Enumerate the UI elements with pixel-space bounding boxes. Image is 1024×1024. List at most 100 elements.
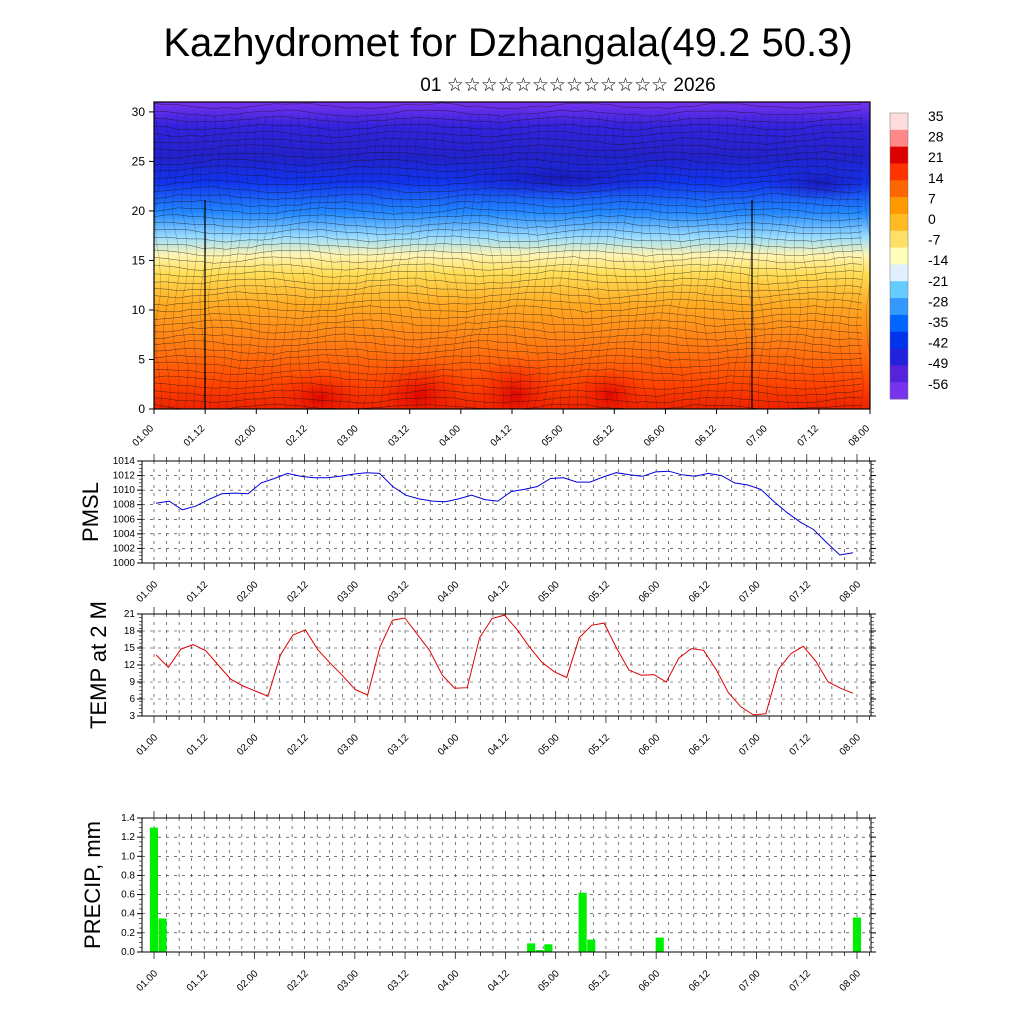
streamline xyxy=(784,114,792,409)
streamline xyxy=(369,114,378,409)
panel-frame xyxy=(141,817,872,953)
streamline xyxy=(154,116,863,124)
colorbar-label: 21 xyxy=(928,149,944,165)
colorbar-label: 35 xyxy=(928,108,944,124)
y-tick-label: 0.4 xyxy=(121,909,135,920)
streamline xyxy=(532,114,540,409)
streamline xyxy=(271,114,279,409)
x-tick-label: 08.00 xyxy=(838,732,864,758)
colorbar-swatch xyxy=(890,382,908,400)
y-tick-label: 9 xyxy=(129,677,135,688)
colorbar-label: 0 xyxy=(928,211,936,227)
x-tick-label: 05.00 xyxy=(540,423,566,449)
x-tick-label: 07.12 xyxy=(787,579,813,605)
y-tick-label: 5 xyxy=(138,352,145,366)
streamline xyxy=(154,284,863,292)
streamline xyxy=(316,114,324,409)
x-tick-label: 01.00 xyxy=(135,968,161,994)
y-tick-label: 1014 xyxy=(113,456,136,467)
streamline xyxy=(505,114,513,409)
colorbar-label: 28 xyxy=(928,129,944,145)
streamline xyxy=(514,114,522,409)
streamline xyxy=(424,114,432,409)
x-tick-label: 08.00 xyxy=(838,968,864,994)
colorbar-label: -28 xyxy=(928,293,948,309)
x-tick-label: 01.12 xyxy=(185,732,211,758)
y-tick-label: 1.4 xyxy=(121,813,135,824)
y-tick-label: 15 xyxy=(124,643,136,654)
x-tick-label: 07.00 xyxy=(737,968,763,994)
streamline xyxy=(181,114,189,409)
y-tick-label: 6 xyxy=(129,694,135,705)
streamline xyxy=(496,114,504,409)
streamline xyxy=(811,114,819,409)
x-tick-label: 05.00 xyxy=(536,968,562,994)
streamline xyxy=(695,114,703,409)
streamline xyxy=(838,114,846,409)
precip-bar xyxy=(527,943,536,952)
y-tick-label: 20 xyxy=(132,204,146,218)
colorbar-swatch xyxy=(890,163,908,181)
colorbar-swatch xyxy=(890,298,908,316)
x-tick-label: 05.00 xyxy=(536,579,562,605)
streamline xyxy=(486,114,495,409)
x-tick-label: 02.00 xyxy=(235,732,261,758)
y-tick-label: 1010 xyxy=(113,485,136,496)
x-tick-label: 04.12 xyxy=(486,968,512,994)
x-tick-label: 06.00 xyxy=(642,423,668,449)
streamline xyxy=(154,109,863,117)
streamline xyxy=(154,277,863,285)
colorbar-swatch xyxy=(890,197,908,215)
colorbar-label: -56 xyxy=(928,376,948,392)
pmsl-panel: 1000 1002 1004 1006 1008 1010 1012 1014 01.00 01.… xyxy=(78,454,876,605)
y-tick-label: 10 xyxy=(132,303,146,317)
streamline xyxy=(262,114,270,409)
y-tick-label: 21 xyxy=(124,609,136,620)
chart-title: Kazhydromet for Dzhangala(49.2 50.3) xyxy=(163,21,852,65)
streamline xyxy=(154,312,863,320)
x-tick-label: 06.12 xyxy=(687,579,713,605)
streamline xyxy=(856,114,864,409)
y-tick-label: 1006 xyxy=(113,514,136,525)
colorbar-swatch xyxy=(890,264,908,282)
x-tick-label: 04.00 xyxy=(436,968,462,994)
streamline xyxy=(190,114,198,409)
colorbar-swatch xyxy=(890,213,908,232)
x-tick-label: 03.12 xyxy=(386,732,412,758)
y-tick-label: 1000 xyxy=(113,558,136,569)
x-tick-label: 02.12 xyxy=(285,732,311,758)
streamline xyxy=(154,382,863,390)
streamline xyxy=(387,114,397,409)
y-axis-label: TEMP at 2 M xyxy=(86,601,111,729)
streamline xyxy=(747,114,756,409)
streamline xyxy=(244,114,252,409)
streamline xyxy=(729,114,738,409)
streamline xyxy=(432,114,441,409)
chart-subtitle: 01 ☆☆☆☆☆☆☆☆☆☆☆☆☆ 2026 xyxy=(420,75,715,96)
precip-bar xyxy=(158,918,167,952)
series-line xyxy=(155,470,854,556)
streamline xyxy=(154,158,863,166)
x-tick-label: 07.00 xyxy=(737,732,763,758)
streamline xyxy=(154,368,863,376)
streamline xyxy=(703,114,712,409)
y-tick-label: 1004 xyxy=(113,529,136,540)
streamline xyxy=(586,114,594,409)
x-tick-label: 01.12 xyxy=(185,968,211,994)
streamline xyxy=(603,114,612,409)
cold-core xyxy=(450,158,670,198)
streamline xyxy=(279,114,288,409)
colorbar-label: -21 xyxy=(928,273,948,289)
streamline xyxy=(154,305,863,313)
x-tick-label: 03.12 xyxy=(386,579,412,605)
precip-bar xyxy=(655,937,664,952)
streamline xyxy=(351,114,360,409)
colorbar-label: -49 xyxy=(928,355,948,371)
cross-section-panel: 0 5 10 15 20 25 30 01.00 01.12 02.00 02.12 03.00 03.… xyxy=(131,101,872,449)
x-tick-label: 07.12 xyxy=(787,732,813,758)
streamline xyxy=(802,114,810,409)
streamline xyxy=(334,114,342,409)
warm-core xyxy=(365,357,475,409)
streamline xyxy=(559,114,567,409)
streamline xyxy=(712,114,721,409)
